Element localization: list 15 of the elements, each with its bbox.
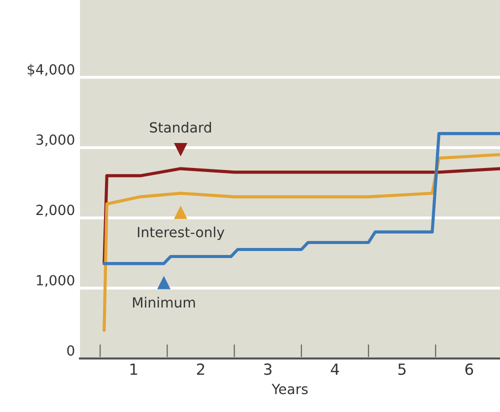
x-tick-label: 5 [398,364,406,375]
y-tick-label: 2,000 [36,204,74,217]
text: Standard [150,122,211,133]
x-tick-label: 3 [264,363,272,375]
y-tick-label: 0 [67,345,74,356]
legend-label: Minimum [133,296,195,308]
x-axis-title: Years [272,384,308,394]
legend-label: Interest-only [138,226,224,240]
y-tick-label: $4,000 [28,64,74,76]
x-tick-label: 4 [330,364,339,375]
x-tick-label: 2 [197,363,204,375]
y-tick-label: 3,000 [36,134,74,146]
y-tick-label: 1,000 [36,274,74,287]
x-tick-label: 6 [465,363,474,375]
x-tick-label: 1 [130,364,138,375]
